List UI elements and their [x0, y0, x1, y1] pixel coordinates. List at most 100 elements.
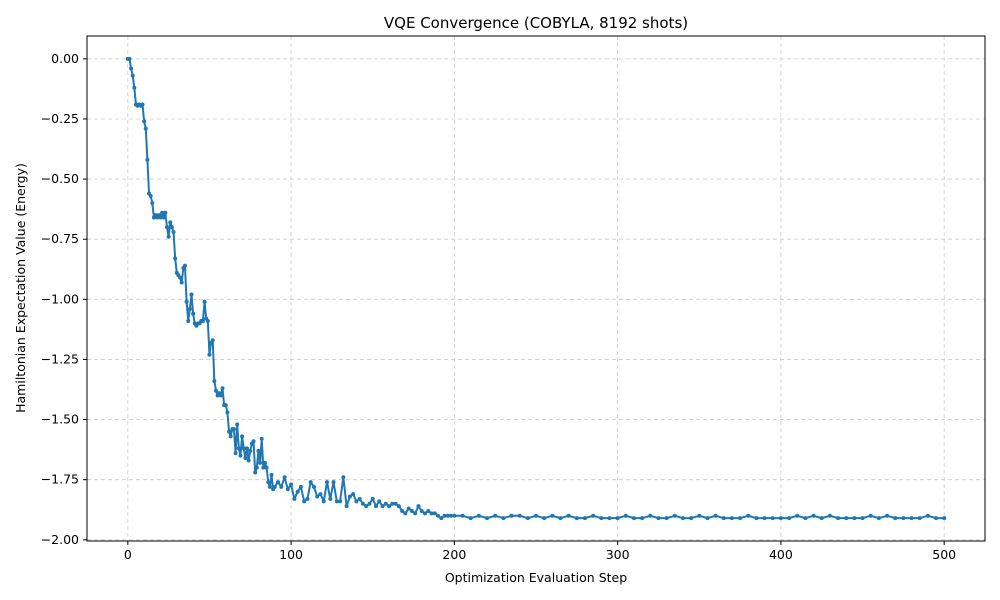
- data-point: [413, 511, 418, 516]
- data-point: [171, 229, 176, 234]
- data-point: [246, 458, 251, 463]
- data-point: [251, 439, 256, 444]
- data-point: [140, 102, 145, 107]
- data-point: [383, 501, 388, 506]
- plot-frame: [86, 35, 986, 542]
- data-point: [160, 210, 165, 215]
- data-point: [308, 480, 313, 485]
- data-point: [182, 263, 187, 268]
- x-axis-label: Optimization Evaluation Step: [445, 570, 627, 585]
- data-point: [909, 516, 914, 521]
- data-point: [289, 482, 294, 487]
- data-point: [228, 434, 233, 439]
- data-point: [836, 516, 841, 521]
- data-point: [262, 460, 267, 465]
- data-point: [238, 453, 243, 458]
- data-point: [158, 215, 163, 220]
- data-point: [876, 516, 881, 521]
- data-point: [501, 516, 506, 521]
- data-point: [168, 220, 173, 225]
- data-point: [253, 470, 258, 475]
- data-point: [615, 516, 620, 521]
- data-point: [184, 299, 189, 304]
- data-point: [436, 513, 441, 518]
- data-point: [525, 516, 530, 521]
- data-point: [298, 484, 303, 489]
- data-point: [705, 516, 710, 521]
- data-point: [142, 119, 147, 124]
- data-point: [202, 299, 207, 304]
- data-point: [468, 516, 473, 521]
- data-point: [648, 513, 653, 518]
- y-tick-label: −1.75: [41, 472, 79, 487]
- data-point: [163, 210, 168, 215]
- data-point: [302, 499, 307, 504]
- data-point: [169, 225, 174, 230]
- data-point: [231, 427, 236, 432]
- data-point: [295, 489, 300, 494]
- data-point: [325, 480, 330, 485]
- data-point: [328, 496, 333, 501]
- data-point: [754, 516, 759, 521]
- data-point: [145, 157, 150, 162]
- data-point: [439, 516, 444, 521]
- data-point: [318, 492, 323, 497]
- data-point: [189, 292, 194, 297]
- y-tick-label: −0.25: [41, 111, 79, 126]
- data-point: [235, 422, 240, 427]
- data-point: [885, 513, 890, 518]
- data-point: [261, 465, 266, 470]
- data-point: [305, 496, 310, 501]
- data-point: [460, 513, 465, 518]
- data-point: [279, 484, 284, 489]
- data-point: [212, 379, 217, 384]
- data-point: [166, 234, 171, 239]
- data-point: [925, 513, 930, 518]
- x-tick-label: 0: [124, 547, 132, 562]
- x-tick-label: 300: [606, 547, 630, 562]
- data-point: [672, 513, 677, 518]
- data-point: [738, 516, 743, 521]
- data-point: [811, 513, 816, 518]
- data-point: [292, 496, 297, 501]
- data-point: [347, 494, 352, 499]
- data-point: [248, 448, 253, 453]
- data-point: [264, 465, 269, 470]
- data-point: [186, 318, 191, 323]
- data-point: [373, 504, 378, 509]
- data-point: [819, 516, 824, 521]
- data-point: [566, 513, 571, 518]
- data-point: [210, 338, 215, 343]
- x-tick-label: 200: [442, 547, 466, 562]
- data-point: [357, 496, 362, 501]
- x-tick-label: 100: [279, 547, 303, 562]
- data-point: [178, 275, 183, 280]
- data-point: [254, 465, 259, 470]
- data-point: [419, 508, 424, 513]
- data-point: [599, 516, 604, 521]
- data-point: [517, 513, 522, 518]
- data-point: [795, 513, 800, 518]
- data-point: [282, 475, 287, 480]
- data-point: [187, 306, 192, 311]
- x-tick-label: 400: [769, 547, 793, 562]
- data-point: [218, 393, 223, 398]
- data-point: [344, 504, 349, 509]
- data-point: [664, 516, 669, 521]
- y-tick-label: −2.00: [41, 532, 79, 547]
- data-point: [315, 494, 320, 499]
- y-tick-label: −1.25: [41, 351, 79, 366]
- data-point: [852, 516, 857, 521]
- data-point: [787, 516, 792, 521]
- data-point: [207, 352, 212, 357]
- data-point: [258, 460, 263, 465]
- data-point: [656, 516, 661, 521]
- data-point: [868, 513, 873, 518]
- x-tick-label: 500: [932, 547, 956, 562]
- data-point: [640, 516, 645, 521]
- data-point: [200, 318, 205, 323]
- data-point: [364, 504, 369, 509]
- data-point: [631, 516, 636, 521]
- data-point: [452, 513, 457, 518]
